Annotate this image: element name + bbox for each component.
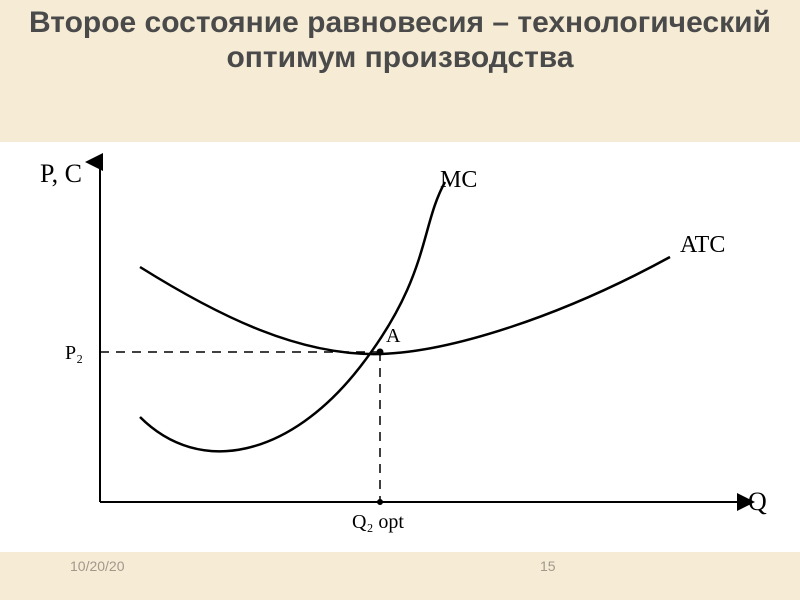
point-a-label: A <box>386 325 401 347</box>
chart-area: A P, C Q P₂ Q₂ opt MC ATC <box>0 142 800 552</box>
footer-date: 10/20/20 <box>70 558 125 574</box>
mc-label: MC <box>440 167 477 193</box>
y-tick-label: P₂ <box>65 342 83 364</box>
x-axis-label: Q <box>748 487 767 516</box>
point-a <box>377 349 384 356</box>
slide: Второе состояние равновесия – технологич… <box>0 0 800 600</box>
atc-label: ATC <box>680 232 725 258</box>
economics-chart: A P, C Q P₂ Q₂ opt MC ATC <box>0 142 800 552</box>
curve-atc <box>140 257 670 354</box>
x-tick-label: Q₂ opt <box>352 511 404 533</box>
slide-title: Второе состояние равновесия – технологич… <box>0 6 800 75</box>
y-axis-label: P, C <box>40 159 82 188</box>
x-tick-marker <box>377 499 383 505</box>
curve-mc <box>140 182 445 451</box>
page-number: 15 <box>540 558 556 574</box>
